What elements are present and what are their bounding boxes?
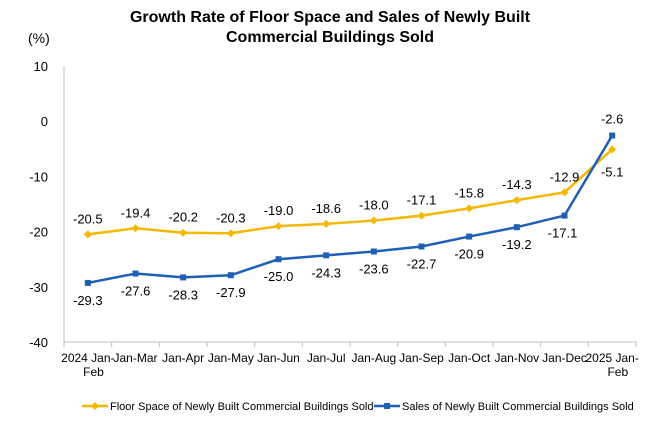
- data-label: -24.3: [311, 265, 341, 280]
- data-label: -29.3: [73, 293, 103, 308]
- data-label: -2.6: [601, 112, 623, 127]
- data-label: -20.5: [73, 211, 103, 226]
- x-tick-label: Jan-Dec: [542, 351, 587, 365]
- data-label: -19.0: [264, 203, 294, 218]
- data-label: -12.9: [550, 169, 580, 184]
- series-1-point: [226, 229, 235, 238]
- series-2-point: [323, 252, 330, 259]
- data-label: -20.3: [216, 210, 246, 225]
- data-label: -14.3: [502, 177, 532, 192]
- y-tick-label: 0: [41, 114, 48, 129]
- series-2-point: [275, 256, 282, 263]
- series-2-point: [609, 132, 616, 139]
- series-2-point: [561, 212, 568, 219]
- series-2-point: [84, 279, 91, 286]
- series-1-point: [322, 219, 331, 228]
- data-label: -19.4: [121, 205, 151, 220]
- series-1-point: [131, 224, 140, 233]
- x-tick-label: Jan-Mar: [113, 351, 157, 365]
- series-1-point: [608, 145, 617, 154]
- data-label: -5.1: [601, 164, 623, 179]
- y-tick-label: -30: [29, 280, 48, 295]
- x-tick-label: 2024 Jan-: [61, 351, 114, 365]
- series-2-point: [513, 224, 520, 231]
- x-tick-label: Jan-Oct: [448, 351, 491, 365]
- series-2-point: [418, 243, 425, 250]
- y-tick-label: -20: [29, 225, 48, 240]
- x-tick-label: Jan-Jul: [307, 351, 346, 365]
- data-label: -22.7: [407, 257, 437, 272]
- series-line-1: [87, 148, 614, 236]
- x-tick-label: 2025 Jan-: [585, 351, 638, 365]
- data-label: -27.9: [216, 285, 246, 300]
- series-1-point: [274, 222, 283, 231]
- chart-title-line-2: Commercial Buildings Sold: [225, 29, 435, 46]
- series-1-point: [417, 211, 426, 220]
- x-tick-label: Jan-Nov: [494, 351, 539, 365]
- series-1-point: [512, 196, 521, 205]
- data-label: -18.0: [359, 198, 389, 213]
- x-tick-label: Jan-Aug: [351, 351, 396, 365]
- y-tick-label: 10: [34, 59, 48, 74]
- data-label: -20.9: [454, 247, 484, 262]
- x-tick-label: Jan-May: [208, 351, 254, 365]
- series-2-point: [132, 270, 139, 277]
- y-tick-label: -10: [29, 169, 48, 184]
- legend-marker-1: [91, 402, 99, 410]
- data-label: -15.8: [454, 185, 484, 200]
- series-2-point: [227, 272, 234, 279]
- series-1-point: [83, 230, 92, 239]
- legend-label: Floor Space of Newly Built Commercial Bu…: [110, 401, 374, 413]
- x-tick-label: Jan-Apr: [162, 351, 204, 365]
- x-tick-label: Feb: [607, 365, 628, 379]
- y-axis-unit-label: (%): [28, 30, 50, 46]
- data-label: -28.3: [168, 287, 198, 302]
- data-label: -20.2: [168, 210, 198, 225]
- chart-title: Growth Rate of Floor Space and Sales of …: [0, 8, 660, 48]
- chart-title-line-1: Growth Rate of Floor Space and Sales of …: [129, 9, 531, 26]
- x-tick-label: Jan-Sep: [399, 351, 444, 365]
- data-label: -27.6: [121, 284, 151, 299]
- series-line-2: [87, 134, 614, 285]
- series-1-point: [560, 188, 569, 197]
- x-tick-label: Jan-Jun: [257, 351, 300, 365]
- series-1-point: [179, 228, 188, 237]
- series-2-point: [180, 274, 187, 281]
- data-label: -25.0: [264, 269, 294, 284]
- series-1-point: [465, 204, 474, 213]
- legend-marker-2: [384, 403, 390, 409]
- legend-label: Sales of Newly Built Commercial Building…: [402, 401, 634, 413]
- y-tick-label: -40: [29, 335, 48, 350]
- data-label: -17.1: [407, 193, 437, 208]
- series-1-point: [369, 216, 378, 225]
- data-label: -19.2: [502, 237, 532, 252]
- data-label: -17.1: [548, 226, 578, 241]
- series-2-point: [370, 248, 377, 255]
- data-label: -23.6: [359, 261, 389, 276]
- series-2-point: [466, 233, 473, 240]
- x-tick-label: Feb: [83, 365, 104, 379]
- data-label: -18.6: [311, 201, 341, 216]
